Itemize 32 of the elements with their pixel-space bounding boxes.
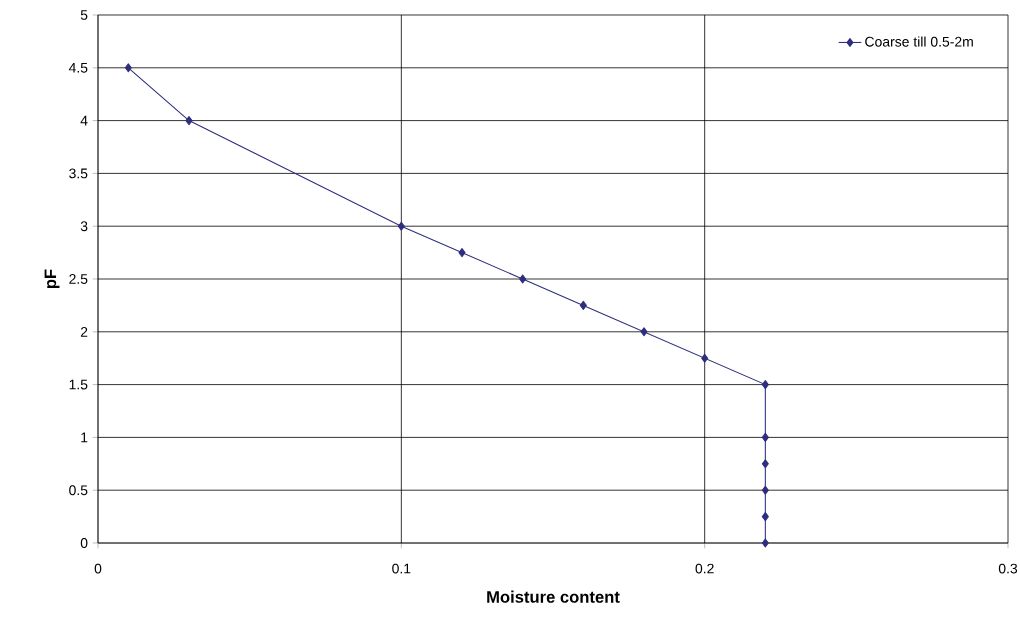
point bbox=[701, 353, 709, 363]
y-tick-label: 1 bbox=[81, 432, 88, 443]
legend-label: Coarse till 0.5-2m bbox=[865, 36, 973, 47]
point bbox=[761, 432, 769, 442]
y-tick-label: 2 bbox=[80, 326, 88, 337]
y-tick-label: 1.5 bbox=[69, 379, 88, 390]
y-tick-label: 0 bbox=[80, 538, 88, 548]
point bbox=[761, 538, 769, 548]
y-axis-title: pF bbox=[44, 269, 60, 289]
y-tick-label: 5 bbox=[80, 10, 88, 20]
point bbox=[640, 327, 648, 337]
point bbox=[519, 274, 527, 284]
y-tick-label: 4 bbox=[80, 115, 88, 126]
x-tick-label: 0.2 bbox=[695, 563, 714, 574]
y-tick-label: 2.5 bbox=[69, 274, 88, 284]
y-tick-label: 3.5 bbox=[69, 168, 88, 179]
y-tick-label: 0.5 bbox=[69, 485, 88, 496]
point bbox=[761, 459, 769, 469]
x-axis-title: Moisture content bbox=[487, 590, 620, 603]
x-tick-label: 0.3 bbox=[998, 563, 1018, 574]
point bbox=[761, 512, 769, 522]
point bbox=[761, 380, 769, 390]
point bbox=[761, 485, 769, 495]
point bbox=[458, 248, 466, 258]
point bbox=[579, 300, 587, 310]
x-tick-label: 0 bbox=[94, 563, 102, 574]
point bbox=[397, 221, 405, 231]
point bbox=[185, 116, 193, 126]
point bbox=[124, 63, 132, 73]
x-tick-label: 0.1 bbox=[392, 563, 411, 574]
y-tick-label: 3 bbox=[80, 221, 88, 232]
y-tick-label: 4.5 bbox=[68, 62, 88, 73]
